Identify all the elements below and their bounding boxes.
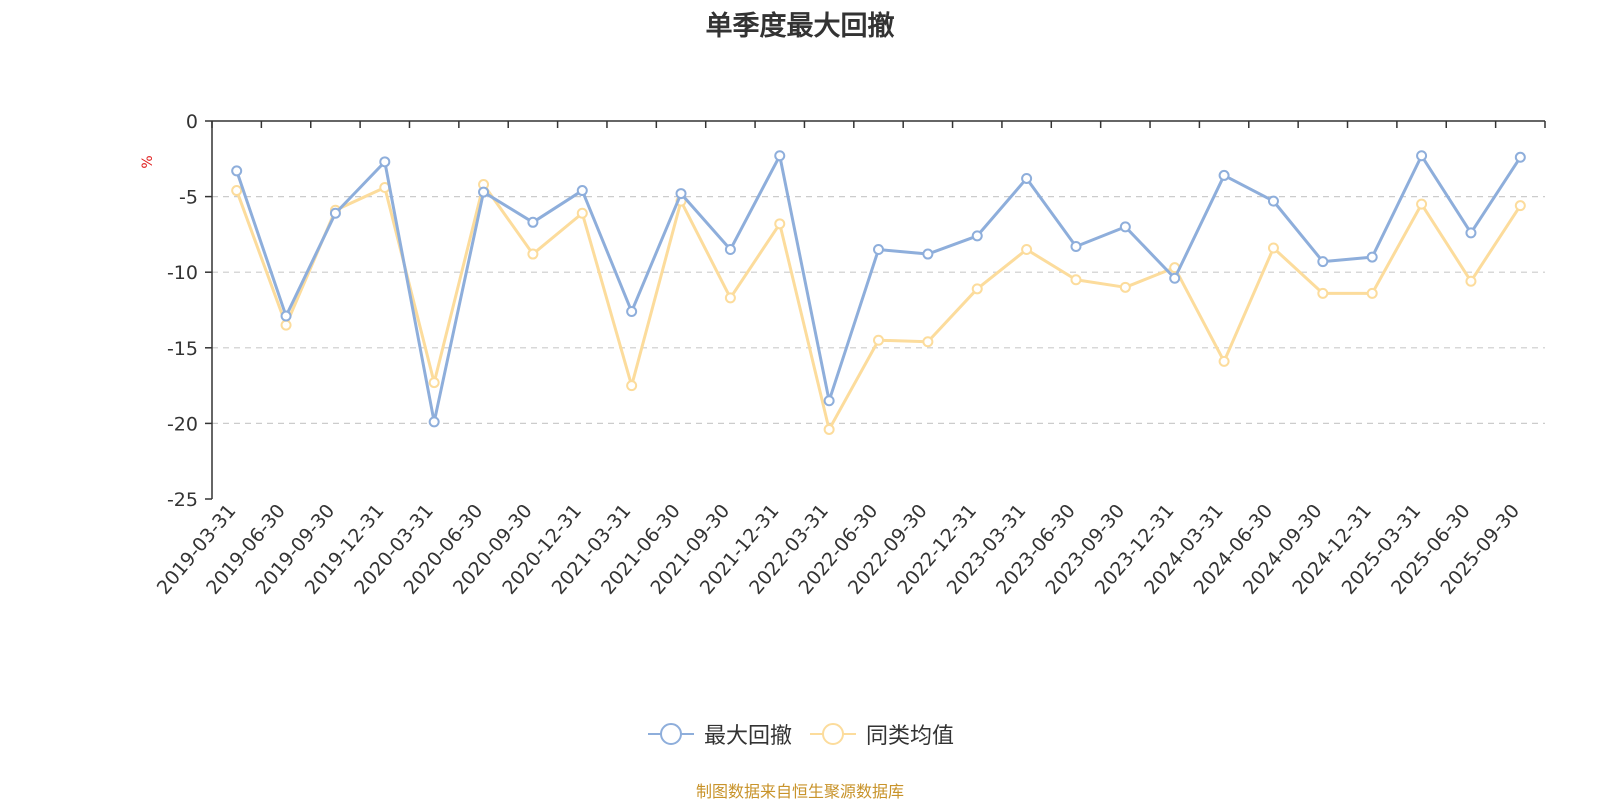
legend: 最大回撤 同类均值	[0, 718, 1600, 753]
y-tick-label: -5	[179, 187, 198, 209]
data-point	[1169, 272, 1181, 284]
data-point	[527, 248, 539, 260]
data-point	[724, 244, 736, 256]
data-point	[1514, 200, 1526, 212]
data-point	[971, 283, 983, 295]
data-point	[1465, 275, 1477, 287]
y-tick-label: -20	[167, 413, 198, 435]
series-0	[231, 150, 1526, 428]
data-point	[280, 310, 292, 322]
data-point	[329, 207, 341, 219]
data-point	[626, 380, 638, 392]
data-point	[774, 150, 786, 162]
series-1	[231, 179, 1526, 435]
data-point	[1021, 172, 1033, 184]
data-point	[1119, 281, 1131, 293]
data-point	[280, 319, 292, 331]
data-point	[478, 186, 490, 198]
y-axis-unit-label: %	[140, 155, 156, 168]
data-point	[428, 416, 440, 428]
data-point	[1070, 274, 1082, 286]
data-point	[626, 306, 638, 318]
data-point	[1514, 151, 1526, 163]
data-point	[873, 244, 884, 256]
data-point	[823, 423, 835, 435]
data-point	[1021, 244, 1033, 256]
legend-label: 同类均值	[866, 724, 955, 749]
data-point	[1070, 240, 1082, 252]
data-source-note: 制图数据来自恒生聚源数据库	[695, 782, 904, 801]
data-point	[774, 218, 786, 230]
legend-label: 最大回撤	[703, 724, 792, 749]
data-point	[922, 336, 934, 348]
data-point	[922, 248, 934, 260]
data-point	[527, 216, 539, 228]
legend-line-marker-icon	[810, 723, 856, 745]
data-point	[576, 207, 588, 219]
y-tick-label: -15	[167, 338, 198, 360]
data-point	[1218, 355, 1230, 367]
y-tick-label: -10	[167, 262, 198, 284]
legend-item[interactable]: 最大回撤	[646, 718, 792, 750]
y-tick-label: -25	[167, 489, 198, 511]
data-point	[1366, 251, 1378, 263]
data-point	[1267, 195, 1279, 207]
data-point	[1218, 169, 1230, 181]
legend-item[interactable]: 同类均值	[808, 718, 954, 750]
data-point	[823, 395, 835, 407]
data-point	[1267, 242, 1279, 254]
data-point	[1119, 221, 1131, 233]
series-layer	[231, 150, 1526, 435]
chart-title: 单季度最大回撤	[705, 11, 895, 42]
data-point	[428, 377, 440, 389]
data-point	[873, 334, 884, 346]
data-point	[379, 156, 391, 168]
data-point	[971, 230, 983, 242]
data-point	[576, 185, 588, 197]
data-point	[231, 165, 243, 177]
data-point	[231, 185, 243, 197]
data-point	[1465, 227, 1477, 239]
y-tick-label: 0	[186, 111, 198, 133]
data-point	[1366, 287, 1378, 299]
data-point	[1416, 150, 1428, 162]
data-point	[675, 188, 687, 200]
data-point	[1416, 198, 1428, 210]
data-point	[1317, 256, 1329, 268]
legend-line-marker-icon	[647, 723, 694, 745]
data-point	[1317, 287, 1329, 299]
line-chart: 0-5-10-15-20-252019-03-312019-06-302019-…	[140, 111, 1546, 599]
data-point	[724, 292, 736, 304]
